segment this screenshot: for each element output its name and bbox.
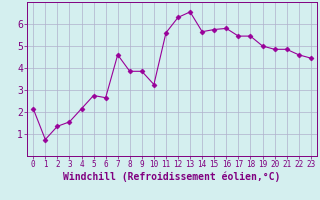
X-axis label: Windchill (Refroidissement éolien,°C): Windchill (Refroidissement éolien,°C) (63, 172, 281, 182)
